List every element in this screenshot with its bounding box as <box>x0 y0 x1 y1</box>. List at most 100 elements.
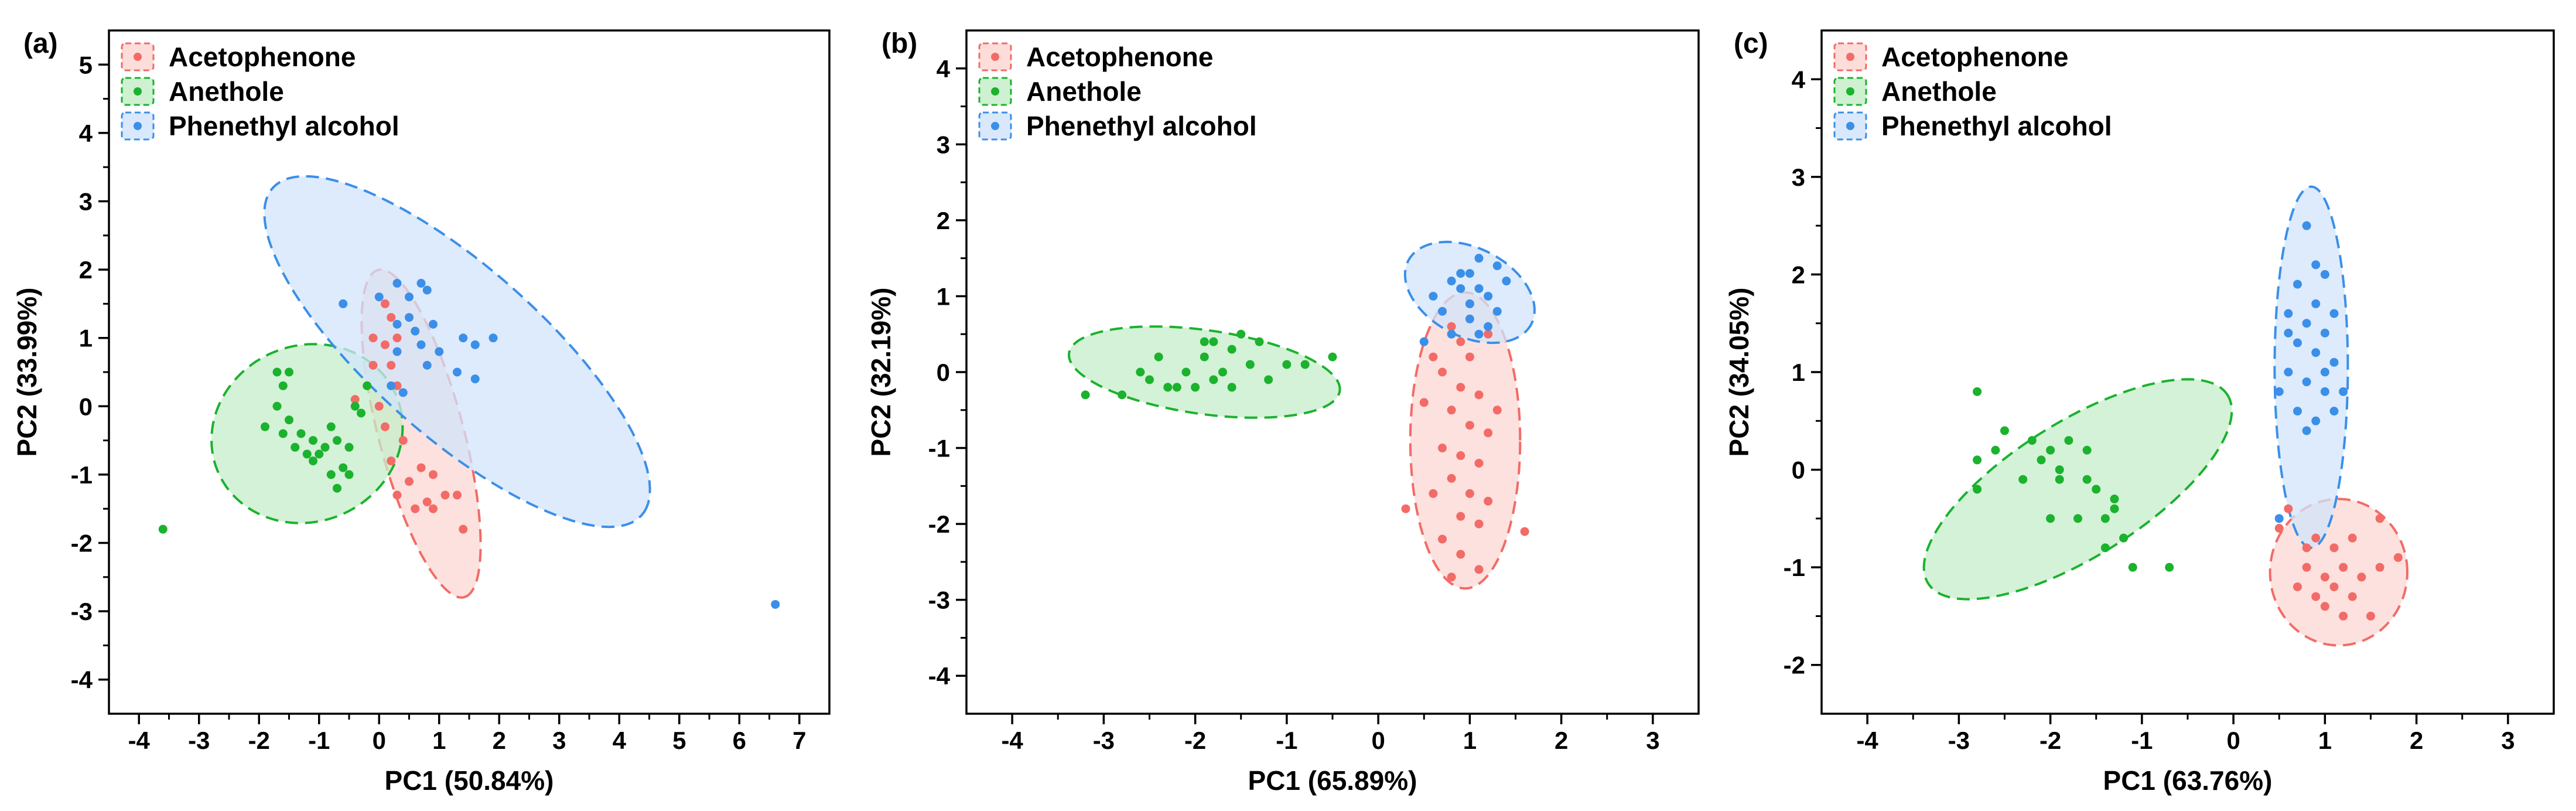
x-tick-label: 3 <box>2501 727 2514 754</box>
ellipses <box>1922 185 2409 647</box>
point-phenethyl-alcohol <box>1419 337 1429 346</box>
point-acetophenone <box>1429 489 1438 498</box>
point-acetophenone <box>1484 496 1493 506</box>
point-acetophenone <box>2302 543 2311 553</box>
point-phenethyl-alcohol <box>422 360 432 370</box>
point-phenethyl-alcohol <box>398 388 408 397</box>
point-phenethyl-alcohol <box>1447 277 1456 286</box>
point-anethole <box>2092 485 2101 494</box>
x-tick-label: 5 <box>672 727 686 754</box>
point-phenethyl-alcohol <box>1465 314 1474 323</box>
y-tick-label: 0 <box>937 359 950 386</box>
ellipse-acetophenone <box>1409 291 1522 590</box>
y-tick-label: -3 <box>71 598 93 625</box>
x-tick-label: 3 <box>552 727 566 754</box>
point-acetophenone <box>405 477 414 486</box>
point-anethole <box>2082 475 2092 484</box>
point-acetophenone <box>1456 512 1465 521</box>
point-anethole <box>309 456 317 466</box>
point-phenethyl-alcohol <box>1429 291 1438 301</box>
point-acetophenone <box>2329 543 2339 553</box>
point-acetophenone <box>387 456 396 466</box>
point-anethole <box>1245 360 1255 369</box>
point-acetophenone <box>2348 533 2357 543</box>
point-phenethyl-alcohol <box>2311 260 2321 270</box>
y-tick-label: 2 <box>79 256 93 284</box>
point-phenethyl-alcohol <box>392 347 402 356</box>
point-anethole <box>320 442 330 452</box>
point-anethole <box>1236 329 1246 339</box>
x-tick-label: 3 <box>1646 727 1659 754</box>
point-phenethyl-alcohol <box>488 333 498 343</box>
panel-label: (c) <box>1734 28 1768 59</box>
point-anethole <box>2046 514 2055 523</box>
point-anethole <box>1191 383 1200 392</box>
point-phenethyl-alcohol <box>2293 407 2302 416</box>
point-acetophenone <box>2329 582 2339 591</box>
point-acetophenone <box>2274 524 2284 533</box>
ellipses <box>1067 240 1536 590</box>
legend-label-phenethyl-alcohol: Phenethyl alcohol <box>1026 111 1257 141</box>
point-phenethyl-alcohol <box>1484 322 1493 331</box>
legend: Acetophenone Anethole Phenethyl alcohol <box>1833 42 2112 141</box>
point-acetophenone <box>1474 565 1484 574</box>
point-acetophenone <box>2293 582 2302 591</box>
x-tick-label: -1 <box>1276 727 1297 754</box>
point-acetophenone <box>1474 458 1484 468</box>
point-acetophenone <box>368 360 378 370</box>
point-anethole <box>1300 360 1310 369</box>
point-anethole <box>326 470 336 479</box>
legend-marker-anethole <box>991 87 999 96</box>
x-axis-label: PC1 (65.89%) <box>1248 765 1417 796</box>
point-acetophenone <box>2339 563 2348 572</box>
point-anethole <box>2055 475 2064 484</box>
point-phenethyl-alcohol <box>2284 328 2293 338</box>
point-phenethyl-alcohol <box>1465 269 1474 278</box>
point-phenethyl-alcohol <box>2274 514 2284 523</box>
point-phenethyl-alcohol <box>1474 284 1484 293</box>
point-anethole <box>272 401 282 411</box>
point-phenethyl-alcohol <box>1484 291 1493 301</box>
point-acetophenone <box>387 360 396 370</box>
point-acetophenone <box>1401 504 1410 513</box>
point-anethole <box>1154 352 1163 362</box>
point-anethole <box>1973 387 1982 396</box>
point-acetophenone <box>2302 563 2311 572</box>
point-acetophenone <box>2348 592 2357 601</box>
point-anethole <box>1209 337 1218 346</box>
point-phenethyl-alcohol <box>2311 416 2321 425</box>
point-anethole <box>285 367 293 377</box>
point-acetophenone <box>453 490 462 500</box>
point-phenethyl-alcohol <box>405 313 414 322</box>
point-acetophenone <box>1447 473 1456 483</box>
legend: Acetophenone Anethole Phenethyl alcohol <box>978 42 1257 141</box>
point-acetophenone <box>1474 519 1484 529</box>
point-anethole <box>285 415 293 425</box>
point-acetophenone <box>368 333 378 343</box>
legend-label-phenethyl-alcohol: Phenethyl alcohol <box>169 111 399 141</box>
point-anethole <box>1973 485 1982 494</box>
y-axis-label: PC2 (32.19%) <box>866 288 896 457</box>
x-tick-label: -1 <box>308 727 330 754</box>
point-acetophenone <box>392 333 402 343</box>
point-phenethyl-alcohol <box>422 285 432 295</box>
point-phenethyl-alcohol <box>2302 221 2311 230</box>
point-phenethyl-alcohol <box>1456 284 1465 293</box>
y-axis-label: PC2 (34.05%) <box>1724 288 1754 457</box>
point-anethole <box>344 442 354 452</box>
point-phenethyl-alcohol <box>416 278 426 288</box>
point-anethole <box>333 436 341 445</box>
point-anethole <box>339 463 348 472</box>
point-acetophenone <box>2284 504 2293 513</box>
point-phenethyl-alcohol <box>2293 338 2302 347</box>
point-anethole <box>2100 543 2110 553</box>
point-phenethyl-alcohol <box>2302 319 2311 328</box>
point-anethole <box>333 483 341 493</box>
x-tick-label: 0 <box>373 727 386 754</box>
point-acetophenone <box>381 340 390 349</box>
point-phenethyl-alcohol <box>459 333 468 343</box>
point-anethole <box>1255 337 1264 346</box>
point-acetophenone <box>1456 337 1465 346</box>
ellipse-phenethyl-alcohol <box>1403 240 1536 345</box>
